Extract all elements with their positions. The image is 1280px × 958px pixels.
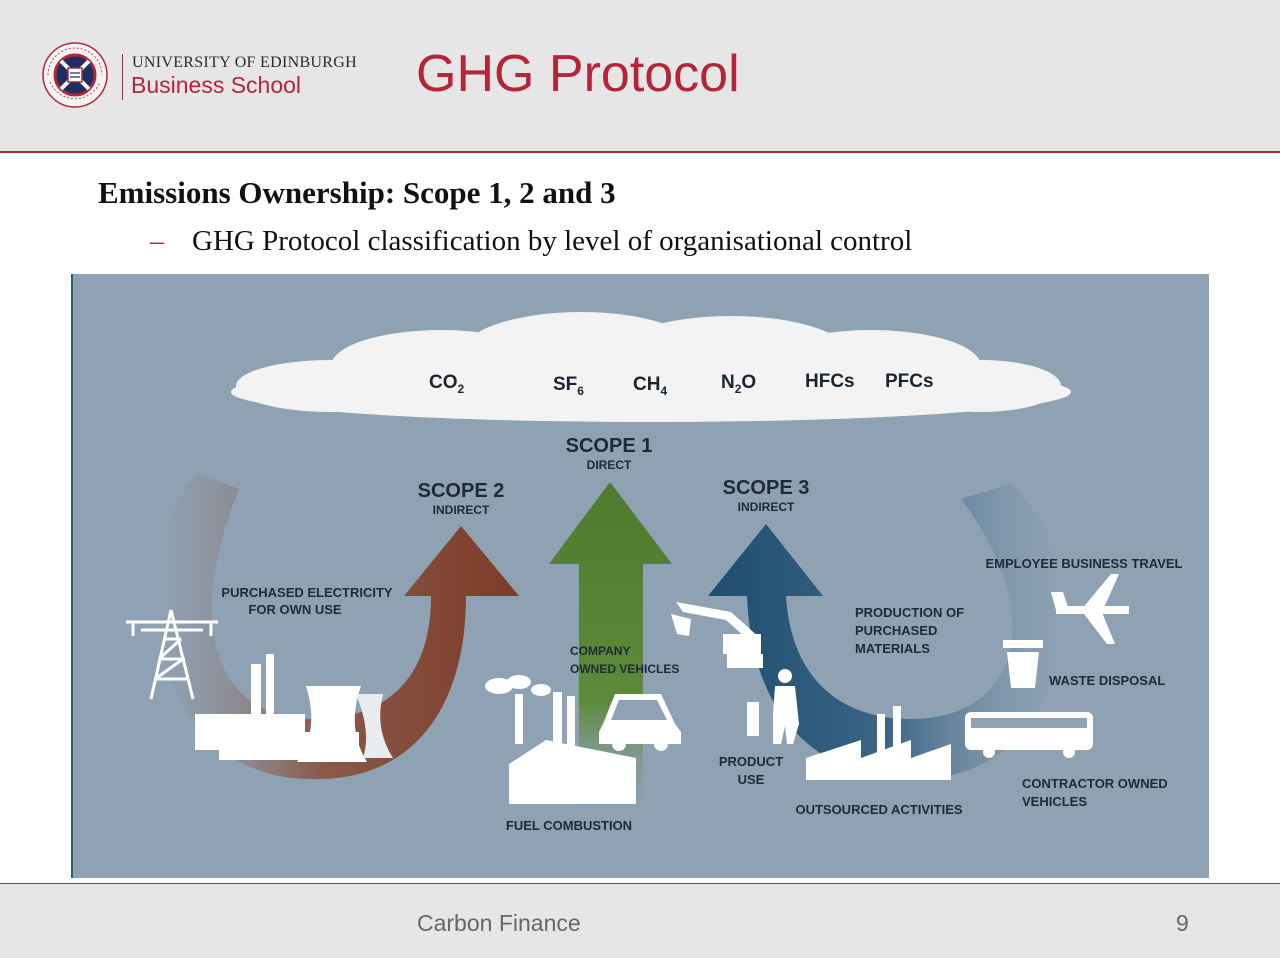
trash-bin-icon <box>1003 640 1043 688</box>
scope2-title: SCOPE 2 <box>418 480 505 502</box>
label-purchased-electricity-2: FOR OWN USE <box>248 602 341 617</box>
gas-ch4: CH4 <box>633 374 667 398</box>
label-employee-travel: EMPLOYEE BUSINESS TRAVEL <box>986 556 1183 571</box>
label-product-use-1: PRODUCT <box>719 754 783 769</box>
factory-icon <box>485 675 636 804</box>
scope2-arrow <box>154 474 519 780</box>
label-production-2: PURCHASED <box>855 623 937 638</box>
power-pylon-icon <box>126 609 218 700</box>
label-fuel-combustion: FUEL COMBUSTION <box>506 818 632 833</box>
bus-icon <box>965 712 1093 758</box>
slide-header <box>0 0 1280 152</box>
scope2-subtitle: INDIRECT <box>433 503 490 517</box>
car-icon <box>599 694 681 751</box>
gas-n2o: N2O <box>721 372 756 396</box>
scope3-subtitle: INDIRECT <box>738 500 795 514</box>
outsourced-factory-icon <box>806 706 951 780</box>
gas-labels: CO2 SF6 CH4 N2O HFCs PFCs <box>429 371 934 398</box>
footer-page-number: 9 <box>1176 910 1189 936</box>
excavator-icon <box>671 602 763 668</box>
logo-divider <box>122 54 123 100</box>
label-product-use-2: USE <box>738 772 765 787</box>
label-outsourced-activities: OUTSOURCED ACTIVITIES <box>795 802 962 817</box>
label-contractor-2: VEHICLES <box>1022 794 1087 809</box>
cloud <box>231 312 1071 422</box>
slide-title: GHG Protocol <box>416 45 740 103</box>
scope1-title: SCOPE 1 <box>566 435 653 457</box>
gas-sf6: SF6 <box>553 374 584 398</box>
gas-co2: CO2 <box>429 372 465 396</box>
scope3-title: SCOPE 3 <box>723 477 810 499</box>
section-heading: Emissions Ownership: Scope 1, 2 and 3 <box>98 175 616 210</box>
header-rule <box>0 151 1280 153</box>
university-seal-logo <box>42 42 108 108</box>
slide-footer <box>0 884 1280 958</box>
label-contractor-1: CONTRACTOR OWNED <box>1022 776 1168 791</box>
footer-course-name: Carbon Finance <box>417 910 581 936</box>
label-production-3: MATERIALS <box>855 641 930 656</box>
bullet-dash: – <box>150 226 164 257</box>
gas-hfcs: HFCs <box>805 371 855 392</box>
gas-pfcs: PFCs <box>885 371 934 392</box>
label-company-vehicles-2: OWNED VEHICLES <box>570 662 679 676</box>
airplane-icon <box>1051 574 1129 644</box>
logo-school-name: Business School <box>131 72 302 98</box>
scope3-arrow <box>708 484 1066 779</box>
power-plant-icon <box>195 654 393 762</box>
worker-icon <box>747 669 799 744</box>
label-purchased-electricity-1: PURCHASED ELECTRICITY <box>221 585 393 600</box>
scope1-subtitle: DIRECT <box>587 458 632 472</box>
label-waste-disposal: WASTE DISPOSAL <box>1049 673 1165 688</box>
bullet-text: GHG Protocol classification by level of … <box>192 225 913 257</box>
label-company-vehicles-1: COMPANY <box>570 644 630 658</box>
ghg-scopes-diagram: CO2 SF6 CH4 N2O HFCs PFCs SCOPE 1 DIRECT… <box>71 274 1209 878</box>
label-production-1: PRODUCTION OF <box>855 605 964 620</box>
logo-university-name: UNIVERSITY OF EDINBURGH <box>132 54 357 71</box>
